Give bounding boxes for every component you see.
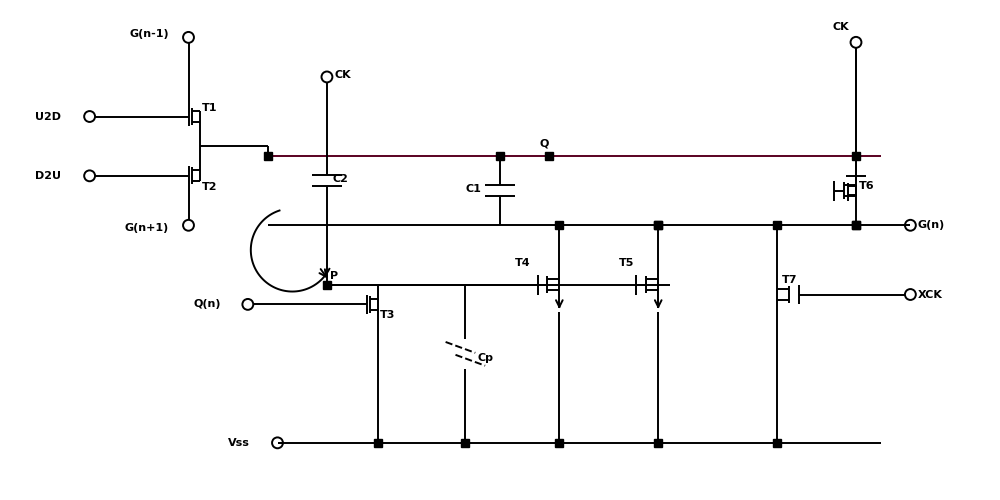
Text: CK: CK (833, 22, 849, 32)
Text: D2U: D2U (35, 171, 61, 181)
Text: T1: T1 (202, 102, 217, 113)
Text: XCK: XCK (917, 290, 942, 300)
Text: T2: T2 (202, 182, 217, 192)
Text: CK: CK (335, 70, 351, 80)
Text: Cp: Cp (477, 353, 493, 363)
Text: T4: T4 (515, 258, 530, 268)
Text: Vss: Vss (228, 438, 250, 448)
Text: C2: C2 (333, 174, 349, 184)
Text: P: P (330, 270, 338, 280)
Text: G(n): G(n) (917, 220, 945, 230)
Text: T5: T5 (619, 258, 634, 268)
Text: T7: T7 (782, 274, 797, 284)
Text: U2D: U2D (35, 112, 61, 122)
Text: T6: T6 (859, 180, 875, 190)
Text: T3: T3 (380, 310, 395, 320)
Text: Q: Q (540, 138, 549, 148)
Text: Q(n): Q(n) (193, 300, 221, 310)
Text: C1: C1 (465, 184, 481, 194)
Text: G(n-1): G(n-1) (129, 30, 169, 40)
Text: G(n+1): G(n+1) (124, 223, 168, 233)
